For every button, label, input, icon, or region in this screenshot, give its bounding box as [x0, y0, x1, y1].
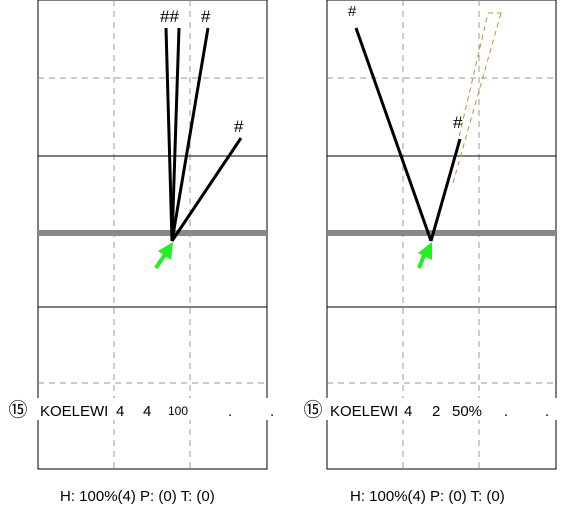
left-arrow-icon: [154, 242, 173, 270]
right-panel: # # ⑮ KOELEWI 4 2 50% . .: [296, 0, 565, 470]
left-panel: ## # # ⑮ KOELEWI 4 4 100 . .: [0, 0, 275, 470]
right-row-col2: 2: [432, 403, 440, 420]
left-footer-status: H: 100%(4) P: (0) T: (0): [60, 488, 215, 505]
right-ray-1: [354, 27, 433, 242]
left-row-number: ⑮: [8, 399, 27, 421]
right-row-col3: 50%: [452, 403, 482, 420]
right-hash-label-1: #: [348, 3, 357, 20]
left-ray-3: [170, 27, 210, 242]
left-row-bg: [0, 398, 275, 420]
right-ray-2: [429, 138, 462, 242]
right-row-number: ⑮: [303, 399, 322, 421]
left-hash-label-3: #: [234, 117, 244, 136]
left-row-col1: 4: [116, 403, 124, 420]
right-thick-band: [327, 230, 556, 236]
right-row-col1: 4: [404, 403, 412, 420]
right-row-dot1: .: [504, 403, 508, 420]
left-ray-1: [164, 27, 174, 242]
left-row-col3: 100: [168, 404, 188, 418]
left-row-col2: 4: [143, 403, 151, 420]
left-row-dot1: .: [228, 403, 232, 420]
right-arrow-icon: [417, 242, 432, 269]
left-row-name: KOELEWI: [40, 403, 108, 420]
left-ray-2: [170, 27, 181, 242]
left-hash-label-2: #: [201, 7, 211, 26]
right-footer-status: H: 100%(4) P: (0) T: (0): [350, 488, 505, 505]
right-hash-label-2: #: [453, 113, 463, 132]
right-row-name: KOELEWI: [330, 403, 398, 420]
right-row-dot2: .: [545, 403, 549, 420]
left-hash-label-1: ##: [160, 7, 179, 26]
left-thick-band: [38, 230, 267, 236]
left-row-dot2: .: [270, 403, 274, 420]
left-ray-4: [170, 137, 243, 242]
right-ghost-ray: [448, 12, 503, 184]
right-row-bg: [296, 398, 565, 420]
